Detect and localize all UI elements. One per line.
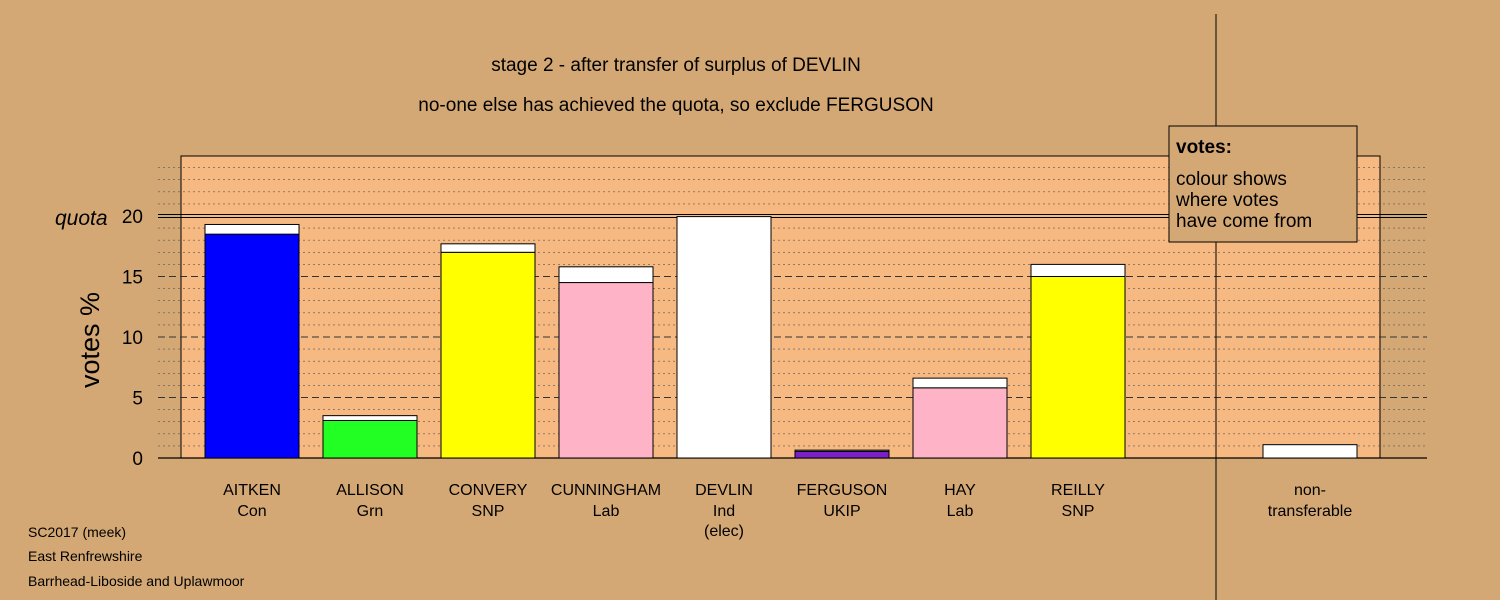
- category-name: AITKEN: [223, 482, 281, 499]
- bar-transfer-convery: [440, 243, 536, 253]
- chart-subtitle: no-one else has achieved the quota, so e…: [418, 95, 933, 116]
- bar-transfer-ferguson: [794, 449, 890, 452]
- footer-election: SC2017 (meek): [28, 524, 126, 540]
- category-extra: (elec): [704, 523, 744, 540]
- bar-nontransferable: [1262, 444, 1358, 459]
- legend-title: votes:: [1176, 137, 1232, 158]
- bars: [204, 216, 1358, 459]
- bar-transfer-hay: [912, 377, 1008, 389]
- nontransferable-label: non-: [1294, 482, 1326, 499]
- footer-ward: Barrhead-Liboside and Uplawmoor: [28, 573, 245, 589]
- bar-reilly: [1030, 276, 1126, 459]
- bar-transfer-aitken: [204, 223, 300, 235]
- y-tick-label: 10: [122, 328, 143, 349]
- category-name: DEVLIN: [695, 482, 753, 499]
- bar-transfer-cunningham: [558, 266, 654, 284]
- category-party: Lab: [593, 503, 620, 520]
- legend-line-1: colour shows: [1176, 169, 1287, 190]
- category-party: Con: [237, 503, 266, 520]
- category-party: UKIP: [823, 503, 860, 520]
- y-tick-label: 20: [122, 207, 143, 228]
- legend-line-2: where votes: [1175, 190, 1278, 211]
- legend-box: [1168, 125, 1358, 243]
- bar-transfer-reilly: [1030, 263, 1126, 277]
- y-tick-labels: 0 5 10 15 20: [122, 207, 143, 470]
- bar-allison: [322, 419, 418, 459]
- bar-aitken: [204, 233, 300, 459]
- category-party: Grn: [357, 503, 384, 520]
- bar-devlin: [676, 216, 772, 459]
- quota-label: quota: [55, 207, 108, 230]
- category-name: CONVERY: [449, 482, 528, 499]
- bar-transfer-allison: [322, 415, 418, 421]
- y-tick-label: 15: [122, 268, 143, 289]
- chart-title: stage 2 - after transfer of surplus of D…: [491, 55, 861, 76]
- category-name: CUNNINGHAM: [551, 482, 661, 499]
- bar-hay: [912, 387, 1008, 459]
- footer-council: East Renfrewshire: [28, 548, 143, 564]
- bar-cunningham: [558, 282, 654, 459]
- bar-ferguson: [794, 450, 890, 459]
- category-party: Lab: [947, 503, 974, 520]
- category-name: FERGUSON: [797, 482, 888, 499]
- category-party: Ind: [713, 503, 735, 520]
- legend-line-3: have come from: [1176, 211, 1312, 232]
- category-party: SNP: [472, 503, 505, 520]
- nontransferable-label: transferable: [1268, 503, 1353, 520]
- category-name: ALLISON: [336, 482, 404, 499]
- category-party: SNP: [1062, 503, 1095, 520]
- category-name: REILLY: [1051, 482, 1105, 499]
- y-tick-label: 0: [132, 449, 143, 470]
- legend: votes: colour shows where votes have com…: [1168, 125, 1358, 243]
- y-axis-label: votes %: [75, 292, 105, 388]
- category-labels: AITKEN Con ALLISON Grn CONVERY SNP CUNNINGHAM L…: [223, 482, 1352, 540]
- category-name: HAY: [944, 482, 976, 499]
- bar-convery: [440, 251, 536, 459]
- y-tick-label: 5: [132, 389, 143, 410]
